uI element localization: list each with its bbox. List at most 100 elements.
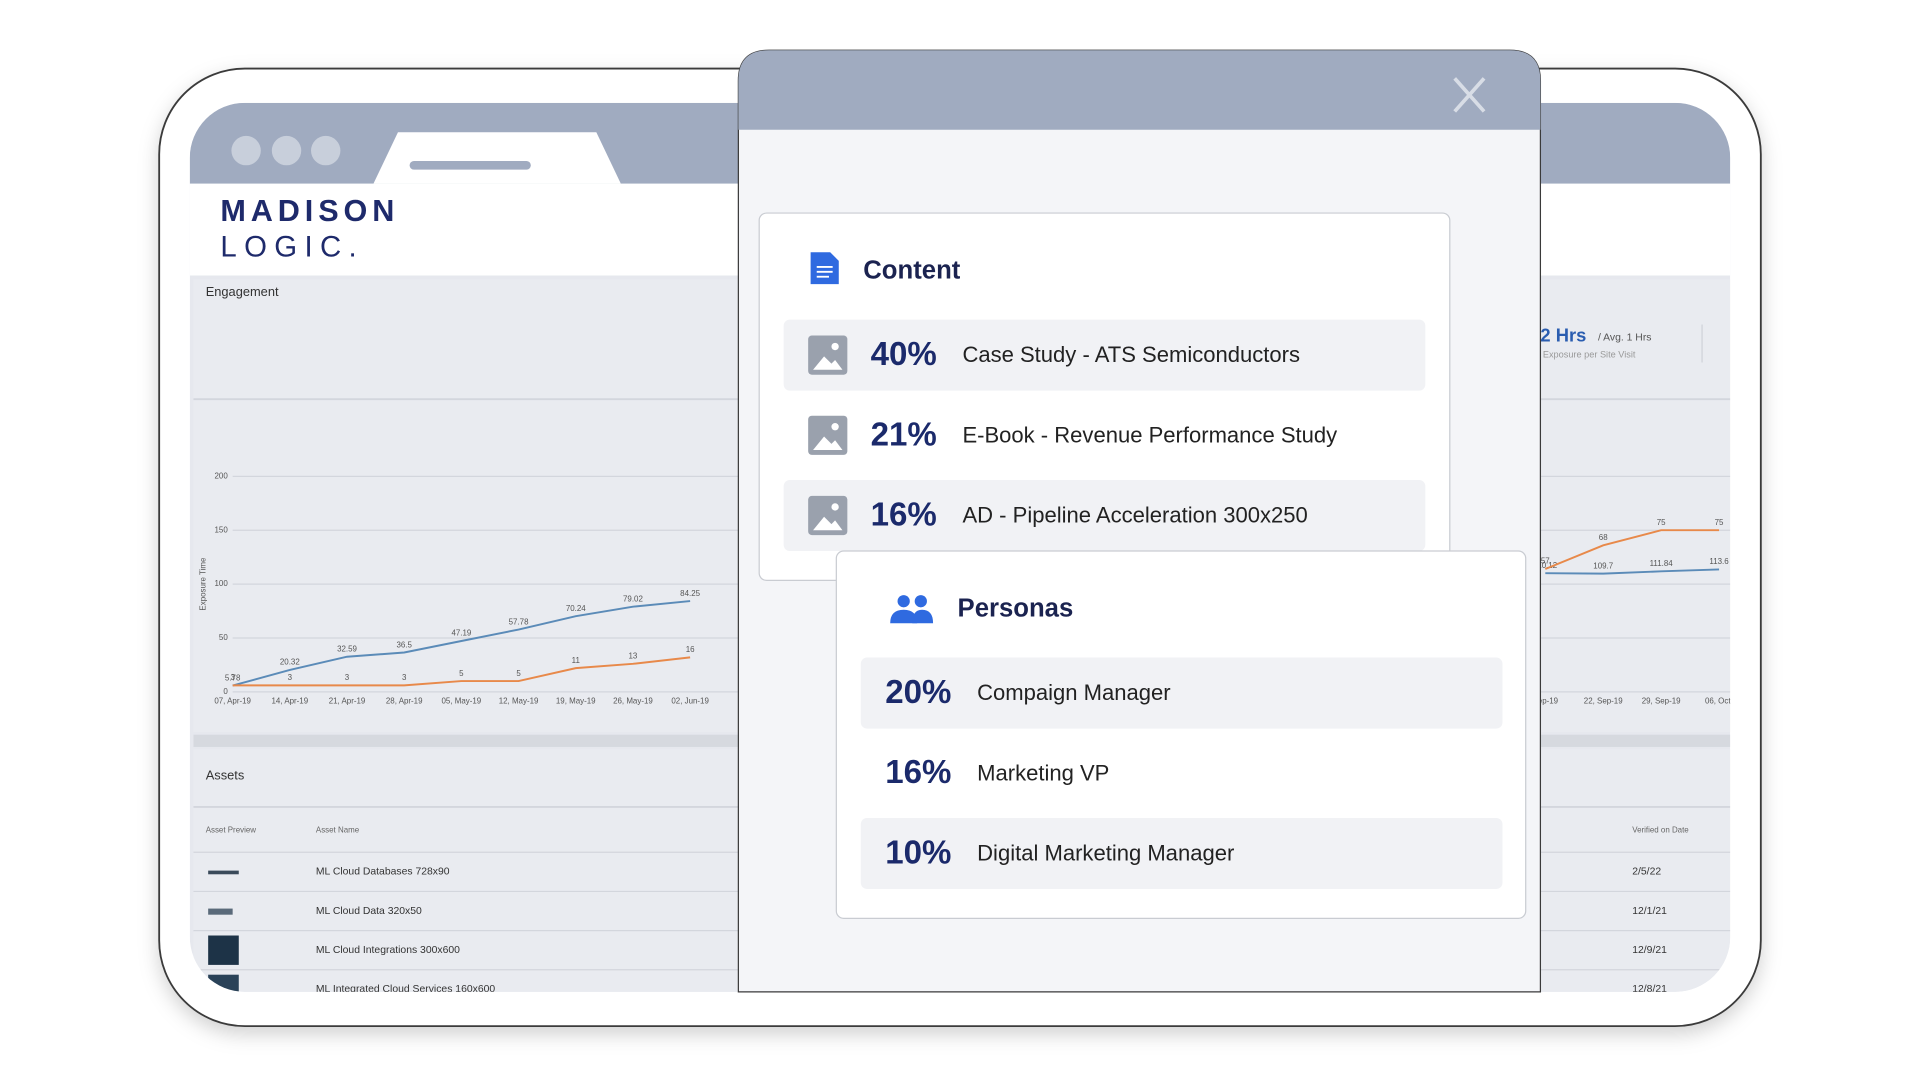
row-bg	[783, 480, 1426, 552]
data-label: 57.78	[509, 617, 529, 626]
image-icon-glyph	[813, 356, 843, 370]
personas-list: 20% Compaign Manager 16% Marketing VP 10% Dig…	[860, 657, 1503, 889]
data-label: 79.02	[623, 594, 643, 603]
x-tick-label: Sep-19	[1533, 697, 1559, 706]
series-line	[1544, 529, 1720, 570]
x-tick-label: 19, May-19	[556, 697, 596, 706]
data-label: 3	[230, 673, 235, 682]
item-label: E-Book - Revenue Performance Study	[962, 422, 1337, 447]
data-label: 13	[629, 652, 638, 661]
people-icon	[890, 595, 934, 624]
table-header: Asset Name	[316, 825, 360, 834]
item-label: Compaign Manager	[977, 680, 1170, 705]
item-percent: 10%	[885, 834, 951, 871]
x-tick-label: 02, Jun-19	[671, 697, 709, 706]
data-label: 75	[1657, 518, 1666, 527]
asset-thumbnail	[208, 870, 239, 875]
image-icon-glyph	[813, 436, 843, 450]
panel-title: Engagement	[206, 284, 279, 299]
item-label: Case Study - ATS Semiconductors	[962, 342, 1300, 367]
data-label: 16	[686, 645, 695, 654]
data-label: 113.6	[1709, 557, 1729, 566]
x-tick-label: 22, Sep-19	[1584, 697, 1623, 706]
data-label: 5	[459, 669, 464, 678]
data-label: 5.78	[225, 673, 241, 682]
stat-value: 2 Hrs	[1540, 325, 1586, 346]
table-header: Asset Preview	[206, 825, 257, 834]
y-axis-label: Exposure Time	[198, 557, 207, 611]
window-dot	[271, 135, 302, 166]
item-percent: 21%	[871, 416, 937, 453]
data-label: 109.7	[1593, 561, 1613, 570]
y-tick-label: 0	[223, 687, 228, 696]
data-label: 20.32	[280, 658, 300, 667]
data-label: 11	[572, 656, 581, 665]
x-tick-label: 28, Apr-19	[386, 697, 423, 706]
close-button[interactable]	[1453, 77, 1486, 113]
row-bg	[860, 657, 1503, 729]
asset-date: 12/1/21	[1632, 906, 1667, 917]
modal-header	[738, 50, 1541, 130]
data-label: 47.19	[451, 629, 471, 638]
assets-table: Asset Preview Asset Name Verified on Date M…	[193, 825, 1731, 995]
item-label: AD - Pipeline Acceleration 300x250	[962, 503, 1307, 528]
data-label: 57	[1541, 557, 1550, 566]
data-label: 32.59	[337, 644, 357, 653]
data-label: 5	[516, 669, 521, 678]
data-label: 3	[402, 673, 407, 682]
x-tick-label: 05, May-19	[442, 697, 482, 706]
y-tick-label: 150	[215, 525, 229, 534]
asset-thumbnail	[208, 908, 233, 915]
browser-tab	[373, 132, 621, 184]
doc-icon	[810, 252, 839, 285]
y-tick-label: 50	[219, 633, 228, 642]
stat-caption: Exposure per Site Visit	[1543, 350, 1636, 360]
x-tick-label: 29, Sep-19	[1642, 697, 1681, 706]
data-label: 70.24	[566, 604, 586, 613]
y-tick-label: 100	[215, 579, 229, 588]
close-icon	[1453, 77, 1486, 113]
logo-line2: LOGIC.	[220, 230, 364, 263]
series-line	[232, 600, 691, 687]
x-tick-label: 21, Apr-19	[329, 697, 366, 706]
asset-name: ML Integrated Cloud Services 160x600	[316, 984, 495, 995]
item-percent: 40%	[871, 336, 937, 373]
x-tick-label: 26, May-19	[613, 697, 653, 706]
data-label: 3	[288, 673, 293, 682]
x-tick-label: 14, Apr-19	[272, 697, 309, 706]
stat-avg: / Avg. 1 Hrs	[1598, 333, 1652, 344]
data-label: 68	[1599, 533, 1608, 542]
x-tick-label: 12, May-19	[499, 697, 539, 706]
image-icon-sun	[831, 423, 839, 431]
table-header: Verified on Date	[1632, 825, 1689, 834]
asset-thumbnail	[208, 935, 239, 965]
data-label: 3	[345, 673, 350, 682]
asset-name: ML Cloud Integrations 300x600	[316, 945, 460, 956]
asset-name: ML Cloud Databases 728x90	[316, 867, 450, 878]
x-tick-label: 07, Apr-19	[214, 697, 251, 706]
card-title: Personas	[958, 595, 1074, 623]
x-tick-label: 06, Oct-	[1705, 697, 1734, 706]
asset-date: 12/8/21	[1632, 984, 1667, 995]
data-label: 36.5	[396, 640, 412, 649]
image-icon-glyph	[813, 516, 843, 531]
window-dot	[231, 135, 261, 166]
data-label: 75	[1715, 518, 1724, 527]
content-list: 40% Case Study - ATS Semiconductors 21% E-B…	[783, 319, 1426, 552]
series-line	[1545, 568, 1720, 575]
item-percent: 16%	[871, 496, 937, 533]
series-line	[232, 656, 691, 687]
item-percent: 20%	[885, 674, 951, 711]
asset-date: 2/5/22	[1632, 867, 1661, 878]
modal: Content 40% Case Study - ATS Semiconducto…	[737, 49, 1542, 993]
item-label: Marketing VP	[977, 760, 1109, 785]
item-label: Digital Marketing Manager	[977, 841, 1234, 866]
asset-date: 12/9/21	[1632, 945, 1667, 956]
item-percent: 16%	[885, 754, 951, 791]
data-label: 84.25	[680, 589, 700, 598]
row-bg	[783, 319, 1426, 391]
logo-line1: MADISON	[220, 194, 399, 228]
y-tick-label: 200	[215, 471, 229, 480]
